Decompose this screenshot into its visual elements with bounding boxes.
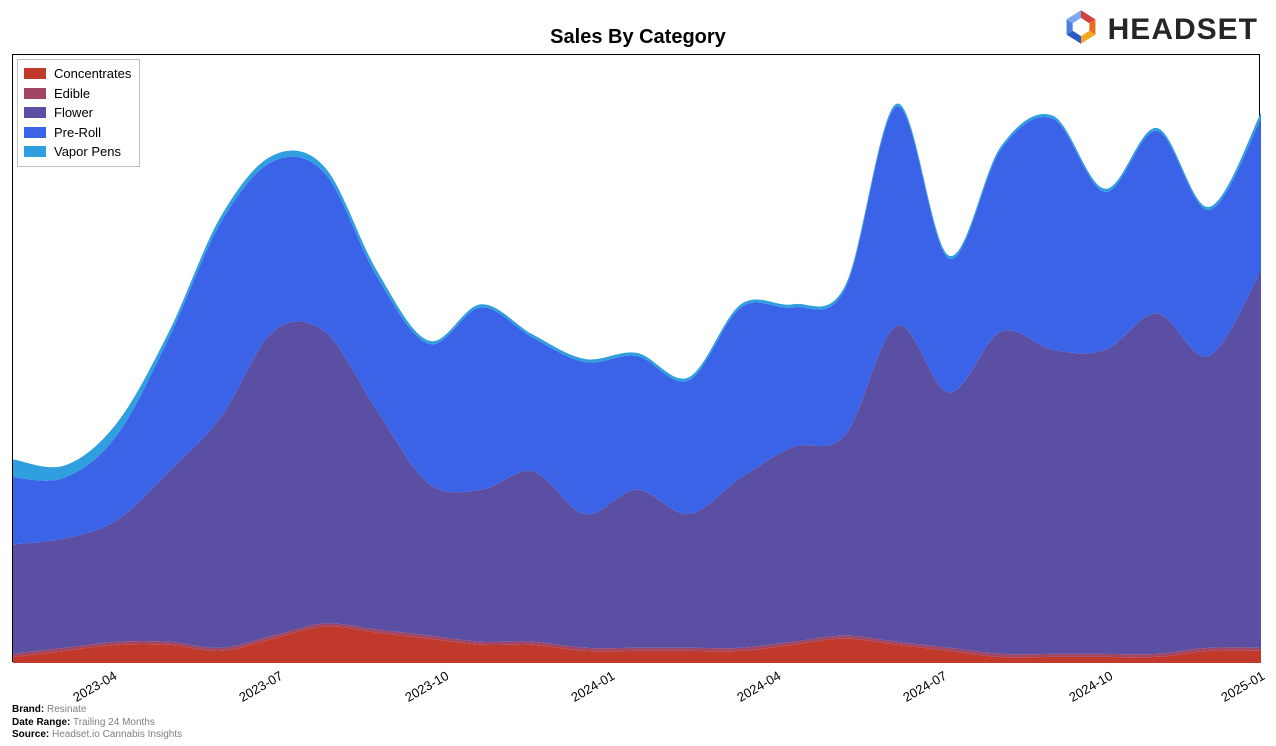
footer-source-label: Source:: [12, 729, 49, 740]
x-tick-label: 2023-07: [236, 668, 285, 705]
x-tick-label: 2025-01: [1218, 668, 1267, 705]
legend-swatch: [24, 88, 46, 99]
chart-footer: Brand: Resinate Date Range: Trailing 24 …: [12, 704, 182, 742]
footer-range-value: Trailing 24 Months: [73, 717, 155, 728]
x-tick-label: 2024-01: [568, 668, 617, 705]
footer-brand-row: Brand: Resinate: [12, 704, 182, 717]
chart-plot-area: ConcentratesEdibleFlowerPre-RollVapor Pe…: [12, 54, 1260, 662]
legend-item: Edible: [24, 84, 131, 104]
x-tick-label: 2023-10: [402, 668, 451, 705]
stacked-area-chart: [13, 55, 1261, 663]
legend-swatch: [24, 107, 46, 118]
legend-label: Pre-Roll: [54, 123, 101, 143]
legend-item: Concentrates: [24, 64, 131, 84]
chart-legend: ConcentratesEdibleFlowerPre-RollVapor Pe…: [17, 59, 140, 167]
footer-brand-value: Resinate: [47, 704, 86, 715]
legend-swatch: [24, 146, 46, 157]
legend-item: Pre-Roll: [24, 123, 131, 143]
x-tick-label: 2024-04: [734, 668, 783, 705]
footer-source-row: Source: Headset.io Cannabis Insights: [12, 729, 182, 742]
x-tick-label: 2024-10: [1066, 668, 1115, 705]
legend-item: Vapor Pens: [24, 142, 131, 162]
legend-swatch: [24, 68, 46, 79]
legend-label: Vapor Pens: [54, 142, 121, 162]
legend-label: Edible: [54, 84, 90, 104]
x-tick-label: 2023-04: [70, 668, 119, 705]
legend-label: Flower: [54, 103, 93, 123]
legend-item: Flower: [24, 103, 131, 123]
footer-range-row: Date Range: Trailing 24 Months: [12, 717, 182, 730]
footer-source-value: Headset.io Cannabis Insights: [52, 729, 182, 740]
legend-label: Concentrates: [54, 64, 131, 84]
footer-brand-label: Brand:: [12, 704, 44, 715]
chart-title: Sales By Category: [0, 26, 1276, 49]
legend-swatch: [24, 127, 46, 138]
footer-range-label: Date Range:: [12, 717, 70, 728]
x-tick-label: 2024-07: [900, 668, 949, 705]
